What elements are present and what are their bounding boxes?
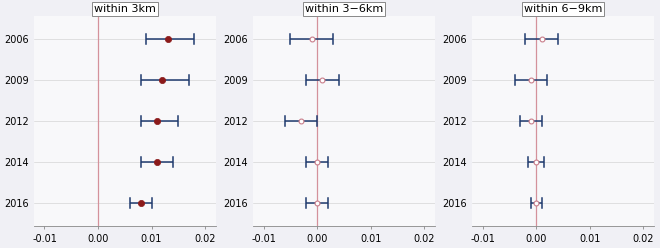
- Title: within 6−9km: within 6−9km: [524, 4, 602, 14]
- Title: within 3km: within 3km: [94, 4, 156, 14]
- Title: within 3−6km: within 3−6km: [305, 4, 383, 14]
